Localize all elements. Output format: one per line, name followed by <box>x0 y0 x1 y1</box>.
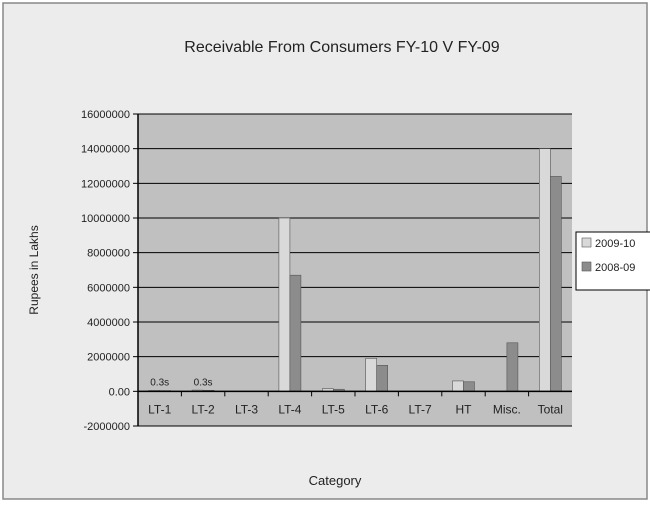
x-tick-label: Misc. <box>493 402 521 416</box>
x-tick-label: LT-4 <box>278 402 301 416</box>
bars <box>148 148 562 392</box>
legend-swatch <box>581 237 592 248</box>
x-tick-label: LT-1 <box>148 402 171 416</box>
y-tick-label: 12000000 <box>81 178 130 190</box>
y-tick-label: 16000000 <box>81 109 130 121</box>
x-axis-ticks: LT-1 LT-2 LT-3 LT-4 LT-5 LT-6 LT-7 HT Misc. Total <box>137 391 563 416</box>
x-axis-label: Category <box>309 473 362 488</box>
legend: 2009-10 2008-09 <box>575 231 650 291</box>
data-labels: 0.3s 0.3s <box>150 377 212 388</box>
legend-entry: 2008-09 <box>595 262 635 274</box>
gridlines <box>138 113 572 427</box>
x-tick-label: HT <box>456 402 473 416</box>
y-tick-label: 8000000 <box>87 248 130 260</box>
bar <box>463 381 475 392</box>
bar <box>549 176 562 392</box>
bar <box>365 358 378 392</box>
y-tick-label: 4000000 <box>87 317 130 329</box>
bar <box>289 274 302 392</box>
y-tick-label: 2000000 <box>87 352 130 364</box>
bar <box>376 365 389 392</box>
y-tick-label: -2000000 <box>84 421 131 433</box>
x-tick-label: LT-6 <box>365 402 388 416</box>
bar <box>538 148 551 392</box>
y-axis-label: Rupees in Lakhs <box>27 225 41 314</box>
data-label: 0.3s <box>194 377 213 388</box>
y-tick-label: 14000000 <box>81 144 130 156</box>
y-tick-label: 10000000 <box>81 213 130 225</box>
legend-entry: 2009-10 <box>595 238 635 250</box>
x-tick-label: LT-5 <box>322 402 345 416</box>
y-axis-ticks: -2000000 0.00 2000000 4000000 6000000 8000000… <box>81 109 138 433</box>
y-tick-label: 6000000 <box>87 282 130 294</box>
bar <box>506 342 519 392</box>
x-tick-label: LT-2 <box>192 402 215 416</box>
legend-swatch <box>581 261 592 272</box>
x-tick-label: Total <box>538 402 563 416</box>
plot-area <box>138 114 572 426</box>
bar <box>278 217 291 392</box>
data-label: 0.3s <box>150 377 169 388</box>
x-tick-label: LT-7 <box>409 402 432 416</box>
y-tick-label: 0.00 <box>109 386 130 398</box>
bar <box>452 380 464 392</box>
chart-title: Receivable From Consumers FY-10 V FY-09 <box>184 39 499 56</box>
x-tick-label: LT-3 <box>235 402 258 416</box>
